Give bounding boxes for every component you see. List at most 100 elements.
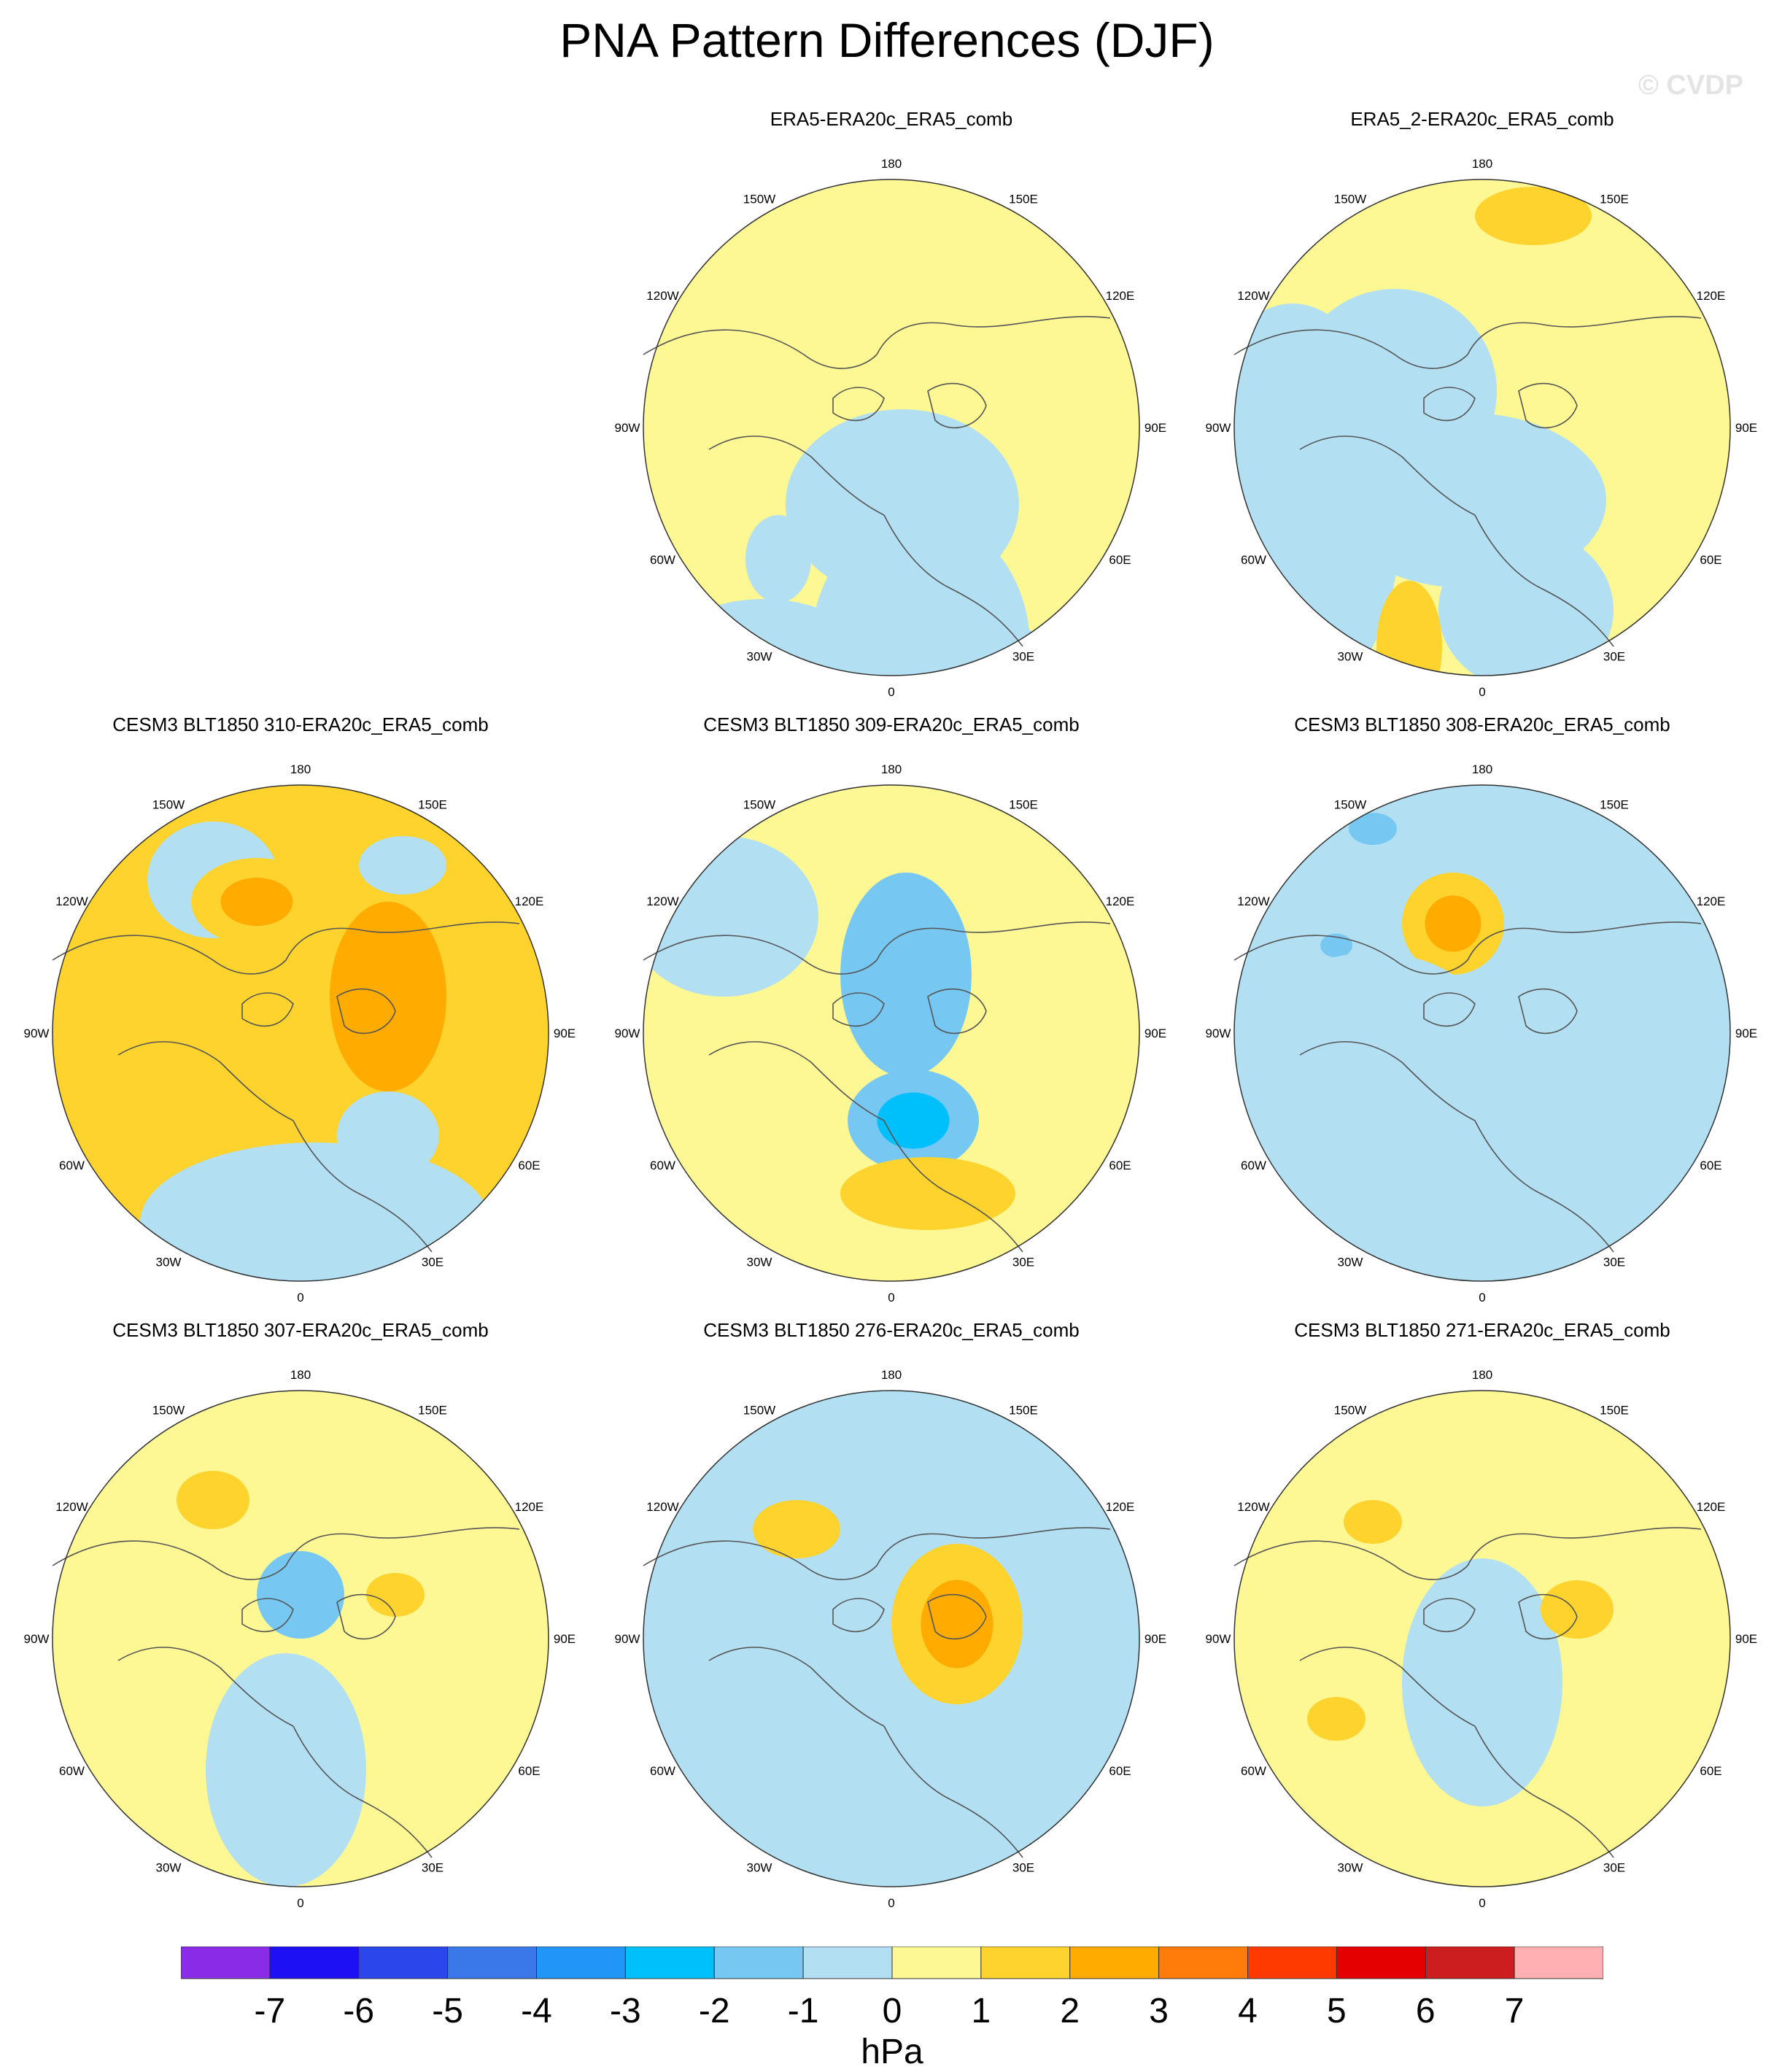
- contour-region-core: [220, 878, 293, 926]
- coastline: [876, 921, 1111, 961]
- longitude-label: 90E: [1735, 421, 1757, 435]
- contour-region: [745, 515, 811, 603]
- longitude-label: 60E: [1700, 553, 1721, 567]
- longitude-label: 150W: [743, 192, 775, 206]
- coastline: [293, 1120, 433, 1253]
- polar-map: 180 150E 120E 90E 60E 30E 0 30W 60W 90W 120W 150W: [615, 1368, 1167, 1910]
- contour-region: [177, 1471, 249, 1529]
- contour-region: [366, 1573, 425, 1617]
- longitude-label: 30W: [747, 1861, 772, 1875]
- longitude-label: 90E: [1735, 1632, 1757, 1646]
- longitude-label: 60W: [650, 553, 675, 567]
- contour-region: [826, 1719, 1074, 1887]
- longitude-label: 30E: [1012, 1256, 1034, 1269]
- longitude-label: 120W: [646, 289, 678, 303]
- map-panel-era5-2: ERA5_2-ERA20c_ERA5_comb 180 150E 120E 90E 60…: [1205, 107, 1759, 705]
- coastlines: [1233, 921, 1702, 1253]
- longitude-label: 30E: [1603, 650, 1625, 664]
- longitude-label: 120W: [646, 894, 678, 908]
- longitude-label: 30W: [747, 1256, 772, 1269]
- coastline: [927, 988, 987, 1035]
- coastline: [1423, 387, 1476, 422]
- longitude-label: 180: [881, 762, 902, 776]
- coastlines: [643, 1527, 1111, 1858]
- longitude-label: 0: [297, 1896, 303, 1910]
- longitude-label: 120E: [1697, 289, 1726, 303]
- polar-map: 180 150E 120E 90E 60E 30E 0 30W 60W 90W 120W 150W: [1206, 1368, 1758, 1910]
- coastline: [927, 382, 987, 429]
- coastline: [1474, 1120, 1614, 1253]
- longitude-label: 90W: [1206, 1027, 1231, 1040]
- longitude-label: 120E: [1697, 894, 1726, 908]
- longitude-label: 60W: [59, 1764, 85, 1778]
- colorbar-swatch: [1069, 1947, 1160, 1979]
- longitude-label: 180: [1472, 1368, 1492, 1382]
- contour-fill-layer: [1234, 1391, 1730, 1887]
- coastline: [708, 1647, 885, 1727]
- longitude-label: 150E: [418, 797, 447, 811]
- colorbar-tick-label: -7: [255, 1992, 286, 2030]
- contour-region: [1402, 1558, 1562, 1806]
- coastline: [883, 1725, 1023, 1858]
- colorbar-tick-label: 5: [1327, 1992, 1347, 2030]
- colorbar-tick-label: 4: [1238, 1992, 1258, 2030]
- longitude-label: 120W: [1237, 1500, 1269, 1514]
- longitude-label: 90E: [554, 1027, 576, 1040]
- polar-map: 180 150E 120E 90E 60E 30E 0 30W 60W 90W 120W 150W: [24, 1368, 576, 1910]
- coastline: [1474, 514, 1614, 647]
- map-panel-cesm3-276: CESM3 BLT1850 276-ERA20c_ERA5_comb 180 15…: [614, 1318, 1169, 1916]
- colorbar-swatch: [358, 1947, 449, 1979]
- longitude-label: 30W: [1338, 1861, 1363, 1875]
- coastline: [241, 1598, 294, 1633]
- longitude-label: 120W: [1237, 894, 1269, 908]
- colorbar-swatch: [1514, 1947, 1603, 1979]
- colorbar-swatch: [713, 1947, 804, 1979]
- polar-map: 180 150E 120E 90E 60E 30E 0 30W 60W 90W 120W 150W: [1206, 157, 1758, 699]
- watermark: © CVDP: [1638, 70, 1743, 101]
- longitude-label: 60W: [1241, 1159, 1266, 1172]
- longitude-label: 60E: [518, 1764, 540, 1778]
- coastline: [708, 1041, 885, 1121]
- polar-map: 180 150E 120E 90E 60E 30E 0 30W 60W 90W 120W 150W: [615, 157, 1167, 699]
- coastlines: [643, 316, 1111, 647]
- longitude-label: 60E: [1109, 1159, 1131, 1172]
- longitude-label: 30W: [747, 650, 772, 664]
- contour-region: [206, 1653, 366, 1887]
- contour-fill-layer: [643, 1391, 1139, 1887]
- colorbar-swatch: [624, 1947, 715, 1979]
- contour-region-core: [877, 1092, 950, 1149]
- colorbar-swatch: [802, 1947, 893, 1979]
- longitude-label: 150E: [1009, 1403, 1038, 1417]
- longitude-label: 90E: [1735, 1027, 1757, 1040]
- contour-region: [840, 1157, 1015, 1230]
- longitude-label: 180: [290, 1368, 311, 1382]
- colorbar-tick-label: 1: [972, 1992, 991, 2030]
- polar-map: 180 150E 120E 90E 60E 30E 0 30W 60W 90W 120W 150W: [24, 762, 576, 1304]
- colorbar-tick-label: 2: [1060, 1992, 1080, 2030]
- contour-fill-layer: [1234, 785, 1730, 1281]
- coastlines: [1233, 316, 1702, 647]
- contour-region: [140, 1143, 490, 1281]
- longitude-label: 180: [881, 157, 902, 171]
- colorbar-swatch: [980, 1947, 1071, 1979]
- longitude-label: 0: [1479, 685, 1485, 699]
- colorbar-tick-label: -6: [343, 1992, 374, 2030]
- coastline: [1518, 1593, 1578, 1640]
- coastline: [1518, 382, 1578, 429]
- longitude-label: 180: [1472, 157, 1492, 171]
- longitude-label: 30W: [1338, 650, 1363, 664]
- longitude-label: 60W: [1241, 1764, 1266, 1778]
- longitude-label: 120E: [1106, 289, 1135, 303]
- colorbar-tick-label: -1: [788, 1992, 819, 2030]
- coastline: [832, 387, 885, 422]
- coastline: [1233, 1540, 1468, 1580]
- longitude-label: 90E: [1144, 1027, 1166, 1040]
- map-boundary: [643, 179, 1140, 676]
- longitude-label: 120E: [1697, 1500, 1726, 1514]
- contour-region: [753, 1500, 840, 1558]
- colorbar-tick-label: -2: [699, 1992, 730, 2030]
- longitude-label: 180: [1472, 762, 1492, 776]
- longitude-label: 180: [881, 1368, 902, 1382]
- colorbar-tick-label: 6: [1416, 1992, 1436, 2030]
- coastline: [293, 1725, 433, 1858]
